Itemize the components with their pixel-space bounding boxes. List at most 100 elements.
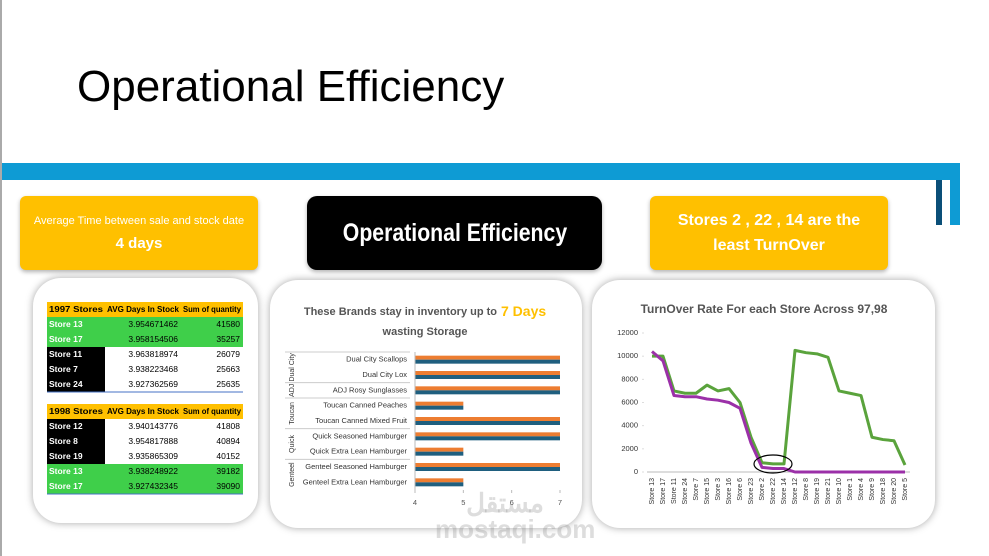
table-text: 40894 [216, 436, 240, 446]
bar [415, 401, 464, 406]
table-cell [47, 362, 105, 377]
bar [415, 447, 464, 452]
bar [415, 390, 560, 395]
line-series [651, 350, 905, 474]
card-text: Operational Efficiency [342, 218, 567, 247]
table-cell [105, 362, 181, 377]
bar [415, 436, 560, 441]
table-cell [105, 434, 181, 449]
y-tick-label: Toucan Canned Mixed Fruit [315, 416, 408, 425]
y-tick-label: ADJ Rosy Sunglasses [333, 385, 407, 394]
table-cell [47, 464, 105, 479]
table-text: 3.954817888 [128, 436, 178, 446]
table-text: 3.938223468 [128, 364, 178, 374]
bar [415, 359, 560, 364]
x-tick-label: Store 5 [902, 478, 909, 501]
table-text: Store 24 [49, 379, 83, 389]
table-text: Store 13 [49, 319, 83, 329]
table-cell [181, 434, 243, 449]
x-tick-label: Store 15 [704, 478, 711, 505]
table-text: 26079 [216, 349, 240, 359]
table-cell [47, 479, 105, 494]
table-cell [181, 362, 243, 377]
x-tick-label: Store 24 [682, 478, 689, 505]
table-cell [47, 449, 105, 464]
table-text: Store 17 [49, 334, 83, 344]
panel [592, 280, 935, 528]
table-text: Store 12 [49, 421, 83, 431]
chart-title: TurnOver Rate For each Store Across 97,9… [641, 302, 888, 316]
band-right [950, 163, 960, 225]
y-tick-label: Dual City Scallops [346, 355, 407, 364]
table-cell [105, 449, 181, 464]
table-cell [47, 347, 105, 362]
table-text: 3.954671462 [128, 319, 178, 329]
y-tick-label: Quick Extra Lean Hamburger [310, 447, 408, 456]
table-text: Store 19 [49, 451, 83, 461]
x-tick-label: Store 18 [880, 478, 887, 505]
table-text: 3.935865309 [128, 451, 178, 461]
card: Stores 2 , 22 , 14 are the least TurnOve… [650, 196, 888, 270]
y-tick-label: 6000 [621, 397, 638, 406]
table-cell [105, 347, 181, 362]
bar [415, 371, 560, 375]
table-cell [47, 434, 105, 449]
card-text: 4 days [115, 234, 163, 252]
x-tick-label: 4 [413, 498, 417, 507]
table-text: 39090 [216, 481, 240, 491]
title-part: These Brands stay in inventory up to [304, 306, 497, 318]
group-label: Genteel [289, 462, 296, 487]
table-text: Store 7 [49, 364, 78, 374]
card-text: Stores 2 , 22 , 14 are the least TurnOve… [677, 212, 861, 254]
x-tick-label: Store 23 [748, 478, 755, 505]
table-header-cell [47, 404, 105, 419]
table-header: AVG Days In Stock [107, 406, 179, 416]
table-cell [47, 332, 105, 347]
table-header-cell [47, 302, 105, 317]
y-tick-label: 0 [634, 467, 638, 476]
slide-title: Operational Efficiency [77, 62, 505, 111]
band [2, 163, 950, 180]
table-header: 1998 Stores [49, 406, 103, 416]
table-text: 35257 [216, 334, 240, 344]
title-highlight: 7 Days [501, 303, 546, 319]
y-tick-label: Genteel Seasoned Hamburger [305, 462, 407, 471]
group-label: Quick [289, 435, 296, 453]
edge [0, 0, 2, 556]
table-cell [105, 464, 181, 479]
bar [415, 478, 464, 483]
x-tick-label: Store 11 [671, 478, 678, 504]
x-tick-label: 7 [558, 498, 562, 507]
bar [415, 375, 560, 379]
bar [415, 451, 464, 456]
table-text: Store 11 [49, 349, 82, 359]
x-tick-label: Store 1 [847, 478, 854, 501]
x-tick-label: Store 10 [836, 478, 843, 505]
table-text: 41808 [216, 421, 240, 431]
table-cell [47, 419, 105, 434]
group-label: ADJ [289, 384, 296, 397]
y-tick-label: Toucan Canned Peaches [323, 401, 407, 410]
table-text: 3.927432345 [128, 481, 178, 491]
chart-subtitle: wasting Storage [382, 326, 468, 338]
card: Average Time between sale and stock date… [20, 196, 258, 270]
table-header-cell [105, 404, 181, 419]
table-text: 40152 [216, 451, 240, 461]
y-tick-label: Quick Seasoned Hamburger [312, 431, 407, 440]
table-cell [105, 317, 181, 332]
x-tick-label: Store 13 [649, 478, 656, 505]
table-header: Sum of quantity [183, 304, 241, 314]
bar [415, 405, 464, 410]
bar [415, 417, 560, 421]
x-tick-label: 6 [510, 498, 514, 507]
x-tick-label: Store 21 [825, 478, 832, 505]
x-tick-label: Store 2 [759, 478, 766, 501]
watermark: مستقل mostaqi.com [435, 488, 596, 544]
table-cell [105, 377, 181, 392]
table-header-cell [105, 302, 181, 317]
x-tick-label: Store 14 [781, 478, 788, 505]
table-cell [47, 377, 105, 392]
table-text: 41580 [216, 319, 240, 329]
x-tick-label: Store 3 [715, 478, 722, 501]
